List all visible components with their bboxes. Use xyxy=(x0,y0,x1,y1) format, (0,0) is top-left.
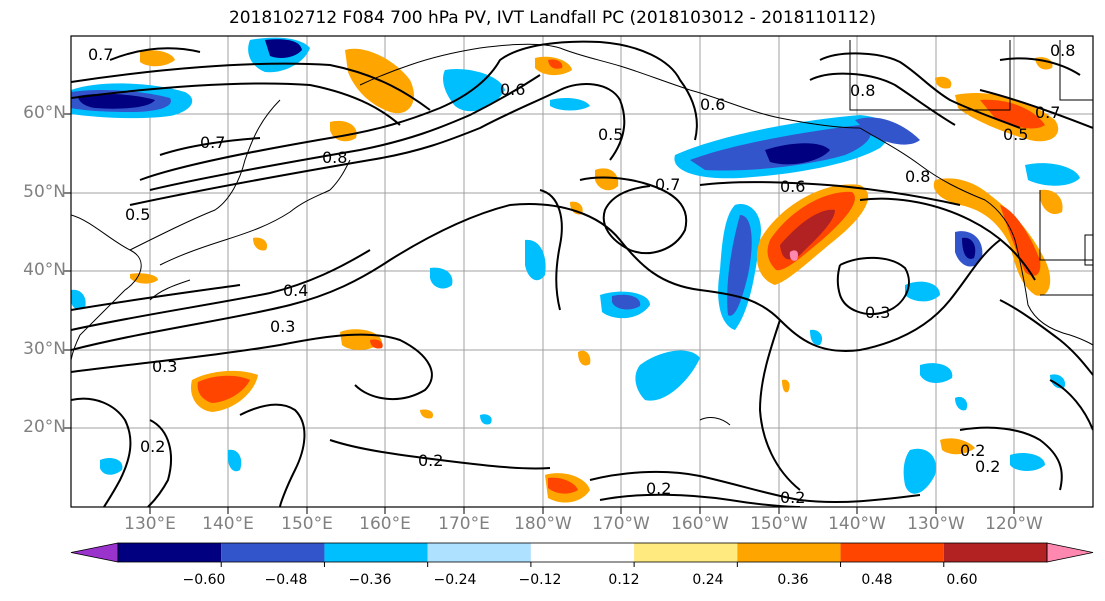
lat-label: 20°N xyxy=(23,417,66,437)
colorbar-tick-label: −0.12 xyxy=(518,572,562,588)
lat-label: 60°N xyxy=(23,103,66,123)
contour-labels: 0.7 0.8 0.6 0.5 0.4 0.3 0.2 0.8 0.7 0.6 … xyxy=(88,41,1075,507)
contour-label: 0.6 xyxy=(780,177,805,196)
colorbar-tick-label: 0.36 xyxy=(777,572,809,588)
contour-label: 0.6 xyxy=(700,95,725,114)
contour-label: 0.5 xyxy=(598,125,623,144)
colorbar-tick-label: 0.48 xyxy=(861,572,893,588)
contour-label: 0.8 xyxy=(322,148,347,167)
lon-label: 150°E xyxy=(281,514,333,534)
colorbar-tick-label: −0.48 xyxy=(264,572,308,588)
lon-label: 150°W xyxy=(750,514,808,534)
contour-label: 0.7 xyxy=(200,133,225,152)
lon-label: 160°W xyxy=(671,514,729,534)
lat-label: 40°N xyxy=(23,260,66,280)
lon-label: 180°W xyxy=(514,514,572,534)
contour-label: 0.2 xyxy=(960,441,985,460)
contour-label: 0.3 xyxy=(152,357,177,376)
lon-label: 140°E xyxy=(202,514,254,534)
contour-label: 0.4 xyxy=(283,281,308,300)
contour-label: 0.2 xyxy=(975,457,1000,476)
contour-label: 0.2 xyxy=(646,479,671,498)
lon-label: 130°E xyxy=(124,514,176,534)
lon-label: 130°W xyxy=(907,514,965,534)
colorbar-tick-label: −0.60 xyxy=(182,572,226,588)
contour-label: 0.7 xyxy=(655,175,680,194)
lon-label: 170°W xyxy=(592,514,650,534)
contour-label: 0.7 xyxy=(1035,103,1060,122)
contour-label: 0.2 xyxy=(418,451,443,470)
contour-label: 0.2 xyxy=(780,488,805,507)
lon-label: 120°W xyxy=(985,514,1043,534)
lat-label: 30°N xyxy=(23,339,66,359)
colorbar-tick-label: 0.24 xyxy=(692,572,724,588)
map-title: 2018102712 F084 700 hPa PV, IVT Landfall… xyxy=(228,8,876,28)
contour-label: 0.7 xyxy=(88,45,113,64)
colorbar-tick-label: 0.60 xyxy=(946,572,978,588)
pv-contours xyxy=(71,40,1093,507)
contour-label: 0.5 xyxy=(1003,125,1028,144)
pv-fill-negative xyxy=(71,37,1080,494)
lat-label: 50°N xyxy=(23,182,66,202)
contour-label: 0.6 xyxy=(500,80,525,99)
colorbar-tick-label: 0.12 xyxy=(608,572,640,588)
lon-label: 160°E xyxy=(359,514,411,534)
contour-label: 0.3 xyxy=(270,317,295,336)
axis-ticks xyxy=(64,113,1015,514)
contour-label: 0.3 xyxy=(865,303,890,322)
lon-label: 140°W xyxy=(828,514,886,534)
contour-label: 0.8 xyxy=(1050,41,1075,60)
colorbar-tick-label: −0.24 xyxy=(433,572,477,588)
colorbar-tick-label: −0.36 xyxy=(348,572,392,588)
contour-label: 0.8 xyxy=(905,167,930,186)
contour-label: 0.2 xyxy=(140,437,165,456)
lon-label: 170°E xyxy=(438,514,490,534)
contour-label: 0.5 xyxy=(125,205,150,224)
contour-label: 0.8 xyxy=(850,81,875,100)
